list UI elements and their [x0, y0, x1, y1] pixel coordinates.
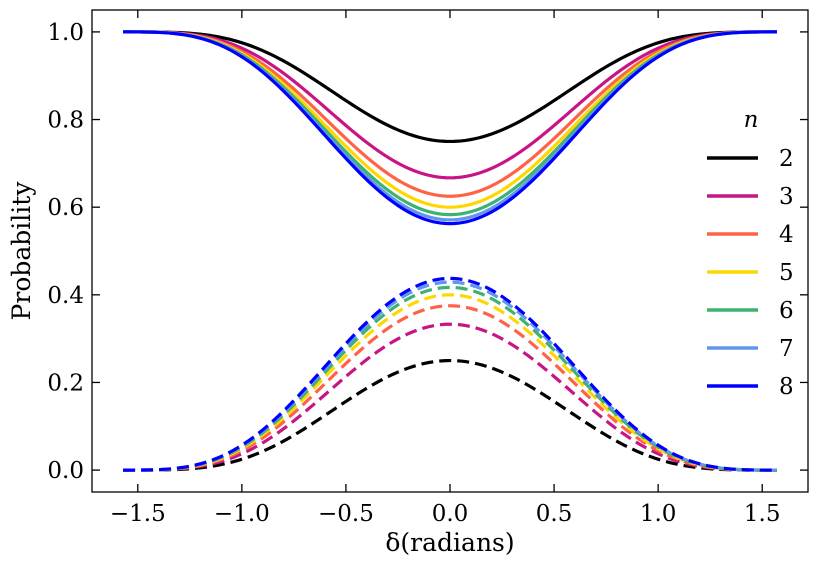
series-4-dashed-line [123, 304, 777, 472]
x-tick-label: −1.5 [110, 501, 166, 527]
x-tick-label: 0.0 [432, 501, 469, 527]
series-4-solid-line [123, 30, 777, 198]
plot-frame [91, 9, 809, 493]
series-2-dashed-line [123, 358, 777, 472]
ticks-group: −1.5 −1.0 −0.5 0.0 0.5 1.0 1.5 0.0 0.2 0.4 0.6 0.8 1… [47, 10, 808, 527]
series-8-solid-line [123, 30, 777, 226]
legend-label-2: 2 [779, 146, 794, 172]
series-5-dashed-line [123, 293, 777, 472]
y-axis-label: Probability [7, 181, 36, 321]
legend-label-7: 7 [779, 336, 794, 362]
series-2-solid-line [123, 30, 777, 144]
series-7-solid-line [123, 30, 777, 222]
curves-group [123, 30, 777, 472]
x-tick-label: 0.5 [536, 501, 573, 527]
y-tick-label: 1.0 [47, 20, 84, 46]
y-tick-label: 0.2 [47, 370, 84, 396]
x-tick-label: 1.0 [640, 501, 677, 527]
series-7-dashed-line [123, 280, 777, 472]
x-axis-label: δ(radians) [385, 528, 514, 557]
series-6-solid-line [123, 30, 777, 217]
legend: n 2 3 4 5 6 7 8 [707, 107, 794, 400]
series-3-dashed-line [123, 322, 777, 472]
legend-label-8: 8 [779, 374, 794, 400]
series-8-dashed-line [123, 276, 777, 472]
series-5-solid-line [123, 30, 777, 209]
x-tick-label: −1.0 [214, 501, 270, 527]
y-tick-label: 0.4 [47, 283, 84, 309]
x-tick-label: 1.5 [744, 501, 781, 527]
y-tick-label: 0.8 [47, 108, 84, 134]
x-tick-label: −0.5 [318, 501, 374, 527]
legend-label-4: 4 [779, 222, 794, 248]
series-6-dashed-line [123, 285, 777, 472]
y-tick-label: 0.0 [47, 458, 84, 484]
series-3-solid-line [123, 30, 777, 180]
y-tick-label: 0.6 [47, 195, 84, 221]
legend-label-6: 6 [779, 298, 794, 324]
legend-label-3: 3 [779, 184, 794, 210]
legend-label-5: 5 [779, 260, 794, 286]
legend-title: n [744, 107, 759, 133]
